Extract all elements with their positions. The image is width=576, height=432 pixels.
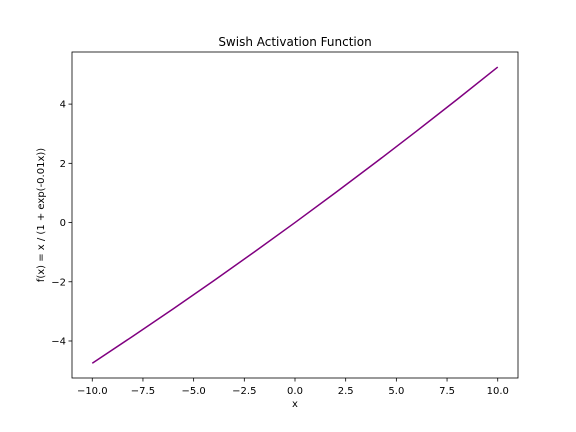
x-tick-label: 7.5 [439,386,455,397]
x-axis-label: x [292,399,298,410]
x-tick-label: −10.0 [77,386,108,397]
x-tick-label: 5.0 [388,386,404,397]
x-tick-label: 2.5 [338,386,354,397]
chart-title: Swish Activation Function [218,35,371,49]
y-tick-label: −2 [51,277,66,288]
y-tick-label: −4 [51,336,66,347]
y-tick-label: 2 [60,159,66,170]
x-tick-label: 10.0 [487,386,509,397]
y-tick-label: 0 [60,218,66,229]
x-tick-label: −7.5 [131,386,155,397]
x-tick-label: −2.5 [232,386,256,397]
y-tick-label: 4 [60,100,66,111]
y-axis-label: f(x) = x / (1 + exp(-0.01x)) [36,148,47,282]
x-tick-label: −5.0 [181,386,205,397]
x-tick-label: 0.0 [287,386,303,397]
